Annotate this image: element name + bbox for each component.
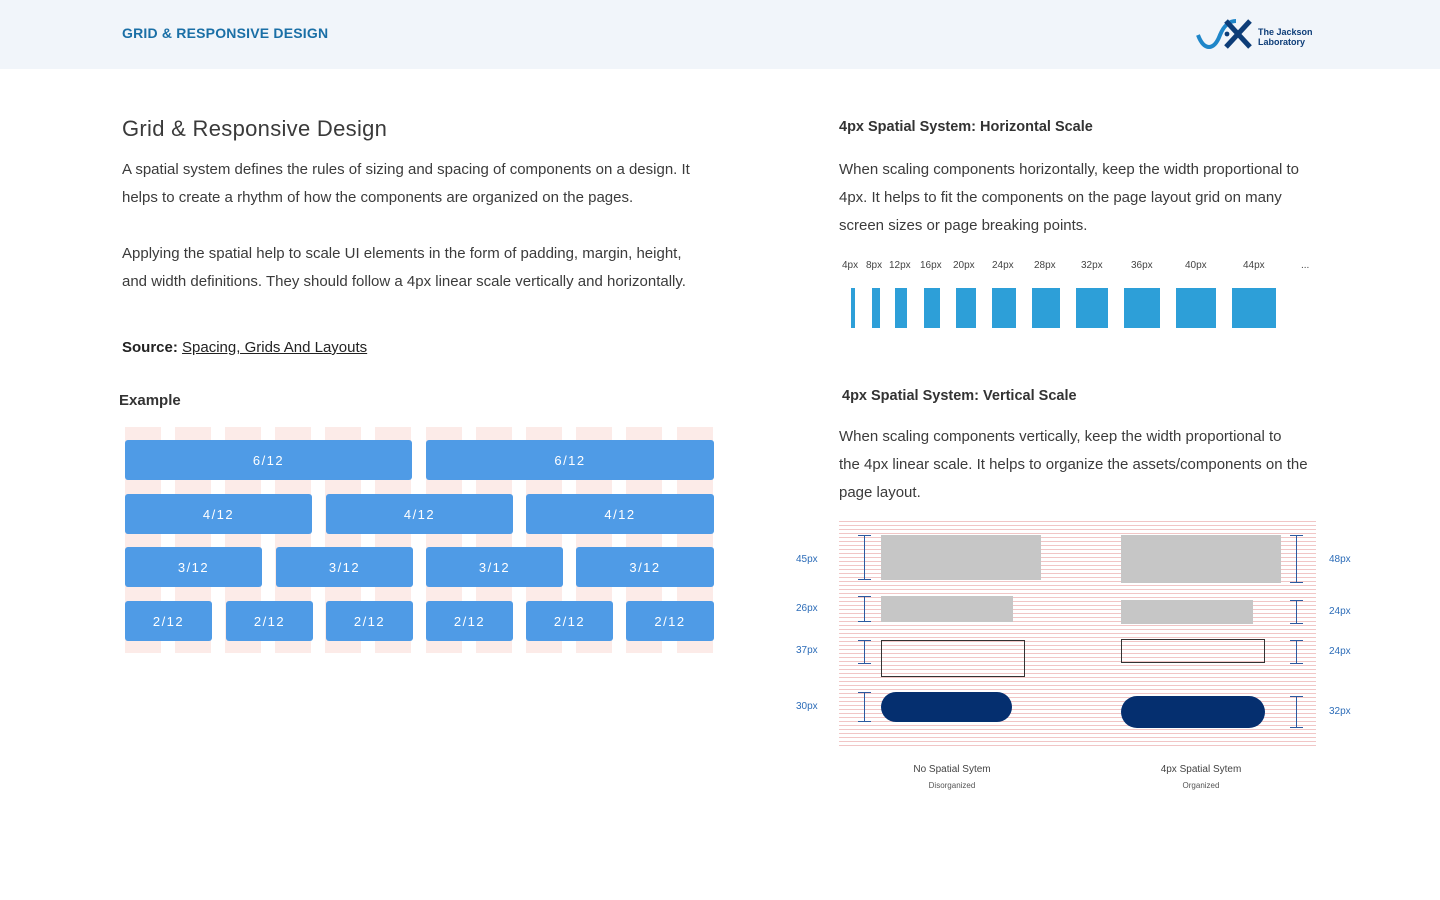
source-label: Source: bbox=[122, 339, 178, 356]
scale-label: 8px bbox=[866, 260, 883, 271]
horizontal-line-1: When scaling components horizontally, ke… bbox=[839, 161, 1299, 178]
dimension-label: 26px bbox=[796, 603, 818, 614]
dimension-marker bbox=[858, 535, 871, 580]
organized-caption: 4px Spatial Sytem Organized bbox=[1141, 764, 1261, 790]
intro-line-1: A spatial system defines the rules of si… bbox=[122, 161, 690, 178]
grid-box-2-12: 2/12 bbox=[526, 601, 613, 641]
grid-box-3-12: 3/12 bbox=[576, 547, 714, 587]
disorganized-outline-block bbox=[881, 640, 1025, 677]
scale-bar bbox=[1176, 288, 1216, 328]
spatial-line-2: and width definitions. They should follo… bbox=[122, 273, 686, 290]
scale-label: 24px bbox=[992, 260, 1014, 271]
dimension-label: 24px bbox=[1329, 646, 1351, 657]
scale-label: 36px bbox=[1131, 260, 1153, 271]
vertical-scale-heading: 4px Spatial System: Vertical Scale bbox=[842, 388, 1077, 404]
page-title: Grid & Responsive Design bbox=[122, 116, 388, 141]
grid-box-4-12: 4/12 bbox=[125, 494, 312, 534]
grid-box-2-12: 2/12 bbox=[125, 601, 212, 641]
scale-bar bbox=[851, 288, 855, 328]
caption-subtitle: Disorganized bbox=[928, 781, 976, 790]
vertical-line-3: page layout. bbox=[839, 484, 921, 501]
grid-box-6-12: 6/12 bbox=[426, 440, 714, 480]
grid-example: 6/12 6/12 4/12 4/12 4/12 3/12 3/12 3/12 … bbox=[125, 427, 714, 653]
scale-bar bbox=[1232, 288, 1276, 328]
scale-label: 20px bbox=[953, 260, 975, 271]
spatial-paragraph: Applying the spatial help to scale UI el… bbox=[122, 240, 686, 296]
disorganized-gray-block-large bbox=[881, 535, 1041, 580]
scale-bar bbox=[956, 288, 976, 328]
organized-pill-button bbox=[1121, 696, 1265, 728]
horizontal-scale-heading: 4px Spatial System: Horizontal Scale bbox=[839, 119, 1093, 135]
scale-bar bbox=[1124, 288, 1160, 328]
scale-label: 16px bbox=[920, 260, 942, 271]
grid-box-4-12: 4/12 bbox=[526, 494, 714, 534]
disorganized-pill-button bbox=[881, 692, 1012, 722]
logo-line-1: The Jackson bbox=[1258, 27, 1313, 37]
logo-text: The Jackson Laboratory bbox=[1258, 27, 1313, 47]
vertical-line-1: When scaling components vertically, keep… bbox=[839, 428, 1282, 445]
grid-box-6-12: 6/12 bbox=[125, 440, 412, 480]
scale-label: 40px bbox=[1185, 260, 1207, 271]
dimension-marker bbox=[858, 692, 871, 722]
caption-title: No Spatial Sytem bbox=[913, 764, 991, 775]
grid-box-3-12: 3/12 bbox=[426, 547, 563, 587]
dimension-marker bbox=[1290, 535, 1303, 583]
caption-subtitle: Organized bbox=[1182, 781, 1220, 790]
dimension-marker bbox=[1290, 640, 1303, 664]
grid-box-2-12: 2/12 bbox=[626, 601, 714, 641]
organized-gray-block-small bbox=[1121, 600, 1253, 624]
spatial-line-1: Applying the spatial help to scale UI el… bbox=[122, 245, 682, 262]
scale-label: 44px bbox=[1243, 260, 1265, 271]
scale-label: 12px bbox=[889, 260, 911, 271]
dimension-label: 45px bbox=[796, 554, 818, 565]
grid-box-2-12: 2/12 bbox=[326, 601, 413, 641]
scale-label: ... bbox=[1301, 260, 1310, 271]
dimension-label: 48px bbox=[1329, 554, 1351, 565]
grid-box-2-12: 2/12 bbox=[226, 601, 313, 641]
organized-gray-block-large bbox=[1121, 535, 1281, 583]
grid-box-2-12: 2/12 bbox=[426, 601, 513, 641]
jackson-lab-logo[interactable]: The Jackson Laboratory bbox=[1196, 17, 1320, 51]
scale-label: 4px bbox=[842, 260, 859, 271]
dimension-marker bbox=[858, 640, 871, 664]
dimension-marker bbox=[1290, 696, 1303, 728]
dimension-label: 30px bbox=[796, 701, 818, 712]
source-line: Source: Spacing, Grids And Layouts bbox=[122, 339, 367, 356]
horizontal-scale-paragraph: When scaling components horizontally, ke… bbox=[839, 156, 1299, 240]
scale-label: 32px bbox=[1081, 260, 1103, 271]
scale-bar bbox=[924, 288, 940, 328]
source-link[interactable]: Spacing, Grids And Layouts bbox=[182, 339, 368, 356]
vertical-line-2: the 4px linear scale. It helps to organi… bbox=[839, 456, 1308, 473]
caption-title: 4px Spatial Sytem bbox=[1160, 764, 1242, 775]
scale-bar bbox=[895, 288, 907, 328]
scale-bar bbox=[1032, 288, 1060, 328]
scale-bar bbox=[1076, 288, 1108, 328]
grid-box-3-12: 3/12 bbox=[125, 547, 262, 587]
logo-line-2: Laboratory bbox=[1258, 37, 1306, 47]
disorganized-gray-block-small bbox=[881, 596, 1013, 622]
example-label: Example bbox=[119, 392, 181, 409]
scale-label: 28px bbox=[1034, 260, 1056, 271]
jax-logo-mark-icon bbox=[1196, 19, 1252, 49]
dimension-marker bbox=[1290, 600, 1303, 624]
dimension-label: 24px bbox=[1329, 606, 1351, 617]
intro-line-2: helps to create a rhythm of how the comp… bbox=[122, 189, 634, 206]
intro-paragraph: A spatial system defines the rules of si… bbox=[122, 156, 690, 212]
grid-box-3-12: 3/12 bbox=[276, 547, 413, 587]
breadcrumb[interactable]: GRID & RESPONSIVE DESIGN bbox=[122, 25, 329, 41]
horizontal-line-3: screen sizes or page breaking points. bbox=[839, 217, 1088, 234]
dimension-label: 37px bbox=[796, 645, 818, 656]
organized-outline-block bbox=[1121, 639, 1265, 663]
scale-bar bbox=[872, 288, 880, 328]
dimension-label: 32px bbox=[1329, 706, 1351, 717]
vertical-scale-paragraph: When scaling components vertically, keep… bbox=[839, 423, 1308, 507]
scale-bar bbox=[992, 288, 1016, 328]
dimension-marker bbox=[858, 596, 871, 622]
grid-box-4-12: 4/12 bbox=[326, 494, 513, 534]
top-bar: GRID & RESPONSIVE DESIGN The Jackson Lab… bbox=[0, 0, 1440, 69]
disorganized-caption: No Spatial Sytem Disorganized bbox=[892, 764, 1012, 790]
horizontal-line-2: 4px. It helps to fit the components on t… bbox=[839, 189, 1282, 206]
